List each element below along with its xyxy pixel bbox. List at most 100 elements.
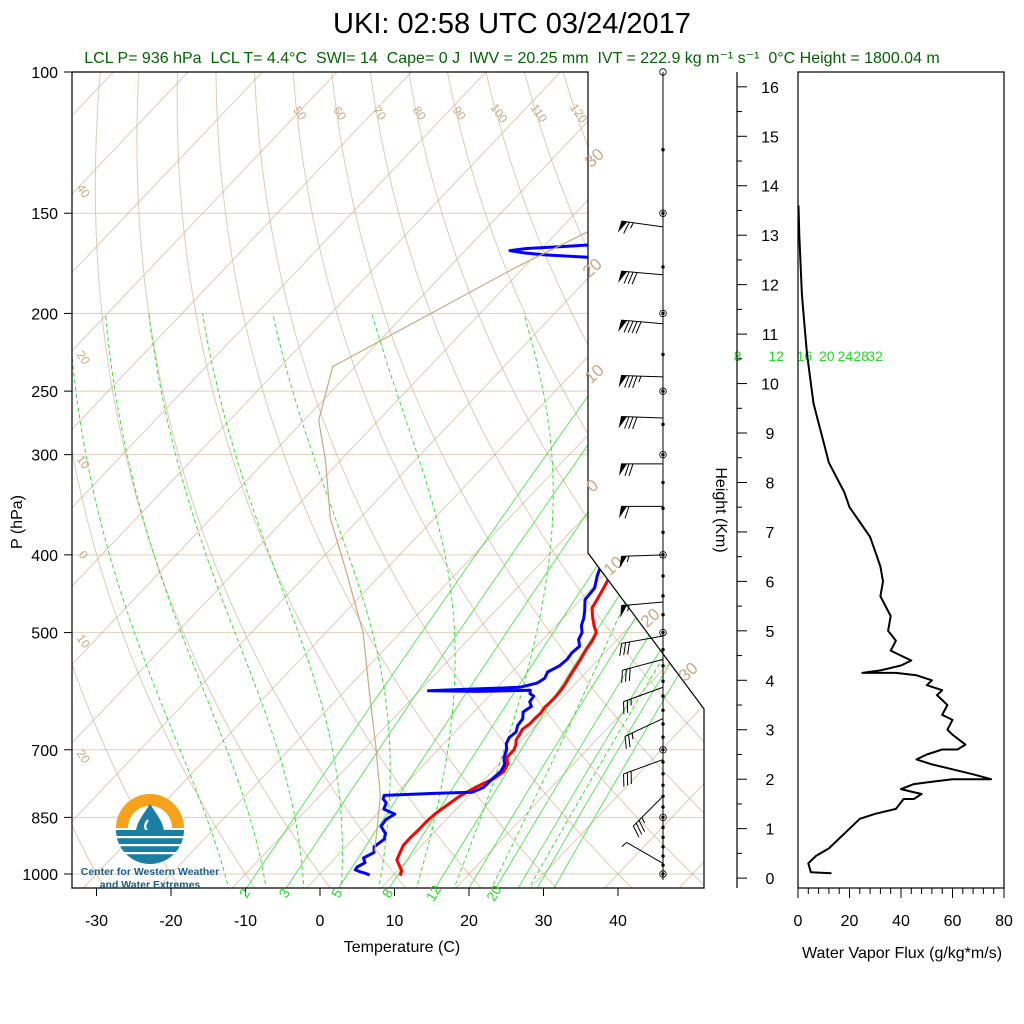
isotherm-line — [601, 72, 704, 888]
height-tick-label: 6 — [766, 574, 775, 591]
barb-flag — [624, 416, 630, 429]
height-tick-label: 1 — [766, 822, 775, 839]
dry-adiabat-line — [176, 72, 484, 888]
height-tick-label: 16 — [761, 80, 779, 97]
barb-level-dot — [661, 772, 665, 776]
barb-flag — [628, 668, 631, 681]
barb-staff — [621, 635, 664, 644]
pressure-tick-label: 200 — [31, 306, 58, 323]
barb-pennant — [619, 463, 627, 476]
barb-flag — [638, 820, 646, 832]
barb-staff — [623, 759, 664, 775]
barb-flag — [624, 463, 630, 476]
barb-flag — [631, 321, 638, 334]
theta-label: 60 — [330, 104, 349, 123]
barb-level-dot — [661, 647, 665, 652]
flux-tick-label: 20 — [841, 913, 859, 930]
barb-half-flag — [631, 732, 634, 740]
chart-title: UKI: 02:58 UTC 03/24/2017 — [333, 8, 691, 40]
barb-level-circle — [659, 209, 667, 217]
barb-level-dot — [661, 872, 665, 876]
theta-left-label: 10 — [74, 632, 93, 651]
mixing-ratio-label: 16 — [797, 348, 813, 364]
theta-label: 50 — [290, 104, 309, 123]
barb-level-dot — [661, 863, 665, 867]
pressure-tick-label: 250 — [31, 384, 58, 401]
barb-half-flag — [638, 375, 642, 383]
dry-adiabat-line — [215, 72, 560, 888]
moist-adiabat-line — [489, 313, 704, 888]
isotherm-line — [452, 72, 704, 888]
barb-level-dot — [661, 211, 665, 215]
dry-adiabat-line — [446, 72, 704, 888]
moist-adiabat-line — [527, 313, 704, 888]
barb-flag — [632, 375, 638, 389]
dry-adiabat-line — [292, 72, 704, 888]
barb-flag — [628, 463, 634, 476]
barb-staff — [621, 374, 664, 378]
barb-pennant — [620, 605, 628, 618]
dry-adiabat-line — [331, 72, 704, 888]
height-tick-label: 9 — [766, 426, 775, 443]
moist-adiabat-line — [104, 313, 268, 888]
height-tick-label: 3 — [766, 723, 775, 740]
barb-pennant — [619, 506, 627, 519]
isotherm-line — [377, 72, 704, 888]
height-tick-label: 13 — [761, 228, 779, 245]
barb-flag — [623, 271, 630, 284]
mixing-ratio-line — [552, 361, 704, 888]
dry-adiabat-line — [94, 72, 333, 888]
dry-adiabat-line — [794, 72, 1024, 891]
iwv-value: IWV = 20.25 mm — [468, 50, 589, 67]
barb-flag — [619, 643, 623, 656]
dry-adiabat-line — [0, 72, 30, 891]
barb-flag — [623, 221, 630, 234]
barb-flag — [627, 271, 634, 284]
logo-text-line1: Center for Western Weather — [80, 866, 220, 878]
theta-label: 80 — [410, 104, 429, 123]
barb-level-circle — [659, 746, 667, 754]
barb-half-flag — [641, 817, 646, 824]
barb-level-circle — [659, 870, 667, 878]
height-tick-label: 7 — [766, 525, 775, 542]
barb-flag — [632, 416, 638, 430]
barb-level-dot — [661, 148, 665, 152]
height-tick-label: 12 — [761, 278, 779, 295]
moist-adiabat-line — [148, 313, 305, 888]
isotherm-line — [0, 72, 39, 891]
mixing-ratio-label: 20 — [819, 348, 835, 364]
isotherm-line — [751, 72, 1024, 891]
dry-adiabat-line — [254, 72, 635, 888]
barb-level-dot — [661, 708, 665, 712]
flux-series-group — [798, 205, 993, 875]
pressure-tick-label: 1000 — [22, 867, 58, 884]
barb-staff — [622, 658, 664, 671]
barb-level-dot — [661, 854, 665, 858]
barb-level-dot — [661, 389, 665, 393]
barb-flag — [624, 736, 627, 749]
isotherm-label: 20 — [637, 605, 664, 632]
barb-half-flag — [621, 842, 627, 847]
moist-adiabat-line — [72, 313, 230, 888]
barb-flag — [635, 822, 643, 835]
skewt-xlabel: Temperature (C) — [344, 939, 460, 956]
barb-level-dot — [661, 311, 665, 316]
barb-pennant — [618, 416, 628, 429]
flux-border — [797, 71, 1005, 889]
dry-adiabat-line — [485, 72, 704, 888]
theta-left-label: 40 — [74, 181, 93, 200]
barb-flag — [632, 825, 640, 838]
isotherm-line — [228, 72, 704, 888]
isotherm-line — [72, 72, 263, 888]
temperature-tick-label: -30 — [85, 913, 108, 930]
isotherm-label: 30 — [581, 145, 608, 172]
barb-flag — [623, 320, 630, 333]
barb-flag — [627, 320, 634, 333]
water-drop-icon — [114, 794, 186, 864]
mixing-ratio-bottom-label: 20 — [483, 882, 505, 904]
barb-level-dot — [661, 664, 665, 668]
barb-level-dot — [661, 452, 665, 457]
barb-level-dot — [661, 352, 665, 357]
moist-adiabat-line — [371, 313, 456, 888]
